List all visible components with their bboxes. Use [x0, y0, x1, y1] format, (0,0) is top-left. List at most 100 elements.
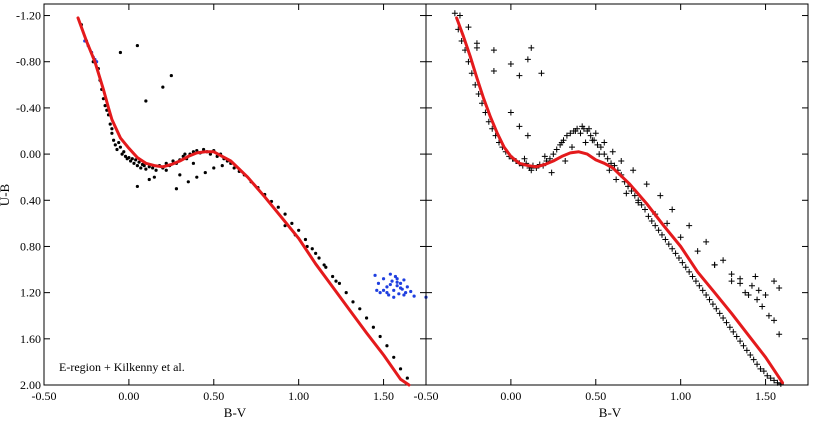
left-data-point — [220, 164, 224, 168]
left-data-point — [183, 152, 187, 156]
left-data-point — [395, 280, 399, 284]
left-data-point — [398, 281, 403, 285]
left-data-point — [154, 168, 158, 172]
right-data-plus — [524, 56, 531, 63]
left-data-point — [135, 184, 139, 189]
right-x-tick-label: 1.00 — [670, 389, 691, 403]
right-data-plus — [548, 169, 555, 176]
left-data-point — [409, 289, 413, 294]
right-data-plus — [679, 259, 686, 266]
left-data-point — [118, 145, 122, 149]
right-data-plus — [742, 289, 749, 296]
right-data-plus — [558, 139, 565, 146]
left-data-point — [297, 228, 301, 232]
right-data-plus — [485, 118, 492, 125]
right-data-plus — [771, 278, 778, 285]
left-data-point — [212, 166, 216, 170]
left-data-point — [164, 168, 168, 172]
left-data-point — [376, 281, 381, 285]
left-data-point — [351, 300, 355, 304]
left-series — [76, 16, 428, 387]
left-data-point — [390, 279, 394, 283]
left-data-point — [392, 288, 396, 292]
left-data-point — [392, 355, 396, 359]
right-data-plus — [760, 368, 767, 375]
right-data-plus — [589, 137, 596, 144]
right-data-plus — [699, 287, 706, 294]
left-data-point — [395, 277, 399, 281]
right-data-plus — [538, 70, 545, 77]
right-data-plus — [630, 167, 637, 174]
right-data-plus — [748, 282, 755, 289]
left-data-point — [322, 263, 326, 267]
left-data-point — [117, 140, 121, 145]
right-data-plus — [720, 315, 727, 322]
left-data-point — [147, 177, 151, 182]
right-data-plus — [771, 377, 778, 384]
y-tick-label: 0.80 — [20, 239, 41, 253]
right-data-plus — [675, 255, 682, 261]
left-data-point — [276, 205, 280, 209]
right-data-plus — [737, 280, 744, 287]
right-data-plus — [682, 264, 689, 271]
right-data-plus — [652, 222, 659, 229]
left-data-point — [191, 161, 196, 165]
right-data-plus — [585, 125, 592, 132]
left-data-point — [392, 295, 396, 299]
left-data-point — [135, 164, 139, 168]
y-tick-label: 1.20 — [20, 286, 41, 300]
left-data-point — [398, 286, 403, 290]
right-data-plus — [569, 144, 576, 151]
right-data-plus — [541, 153, 548, 160]
right-plot-frame — [425, 3, 809, 386]
left-data-point — [385, 291, 389, 295]
right-data-plus — [757, 365, 764, 372]
left-data-point — [344, 291, 348, 295]
right-data-plus — [473, 40, 480, 47]
right-data-plus — [592, 130, 599, 137]
y-tick-label: 0.00 — [20, 147, 41, 161]
right-x-tick-label: 0.50 — [585, 389, 606, 403]
right-data-plus — [490, 47, 497, 54]
right-data-plus — [740, 342, 747, 349]
right-data-plus — [733, 333, 740, 340]
right-data-plus — [579, 123, 586, 130]
left-data-point — [152, 175, 156, 179]
right-data-plus — [582, 139, 589, 146]
right-data-plus — [567, 130, 574, 137]
left-data-point — [402, 278, 406, 282]
right-data-plus — [737, 338, 744, 345]
right-data-plus — [665, 241, 672, 248]
left-data-point — [135, 43, 139, 48]
left-data-point — [110, 127, 114, 131]
left-x-tick-label: 0.00 — [118, 389, 139, 403]
left-data-point — [373, 273, 377, 277]
right-data-plus — [550, 151, 557, 158]
left-x-tick-label: 0.50 — [203, 389, 224, 403]
right-data-plus — [507, 61, 514, 68]
right-data-plus — [563, 132, 570, 139]
left-data-point — [334, 279, 338, 283]
left-data-point — [397, 292, 401, 296]
panel-annotation: E-region + Kilkenny et al. — [59, 360, 185, 374]
right-data-plus — [771, 317, 778, 324]
left-data-point — [405, 376, 409, 380]
right-data-plus — [689, 273, 696, 280]
right-data-plus — [703, 238, 710, 245]
right-data-plus — [726, 324, 733, 331]
right-data-plus — [521, 155, 528, 162]
right-data-plus — [669, 245, 676, 252]
y-tick-label: 2.00 — [20, 378, 41, 392]
left-data-point — [161, 85, 165, 89]
left-data-point — [381, 277, 386, 281]
left-data-point — [128, 159, 133, 163]
right-data-plus — [524, 132, 531, 139]
left-data-point — [337, 281, 342, 285]
left-data-point — [132, 161, 136, 165]
right-data-plus — [601, 151, 608, 158]
right-data-plus — [745, 291, 752, 298]
right-data-plus — [728, 271, 735, 278]
left-x-tick-label: 1.00 — [288, 389, 309, 403]
right-data-plus — [638, 201, 645, 208]
right-data-plus — [465, 24, 472, 31]
